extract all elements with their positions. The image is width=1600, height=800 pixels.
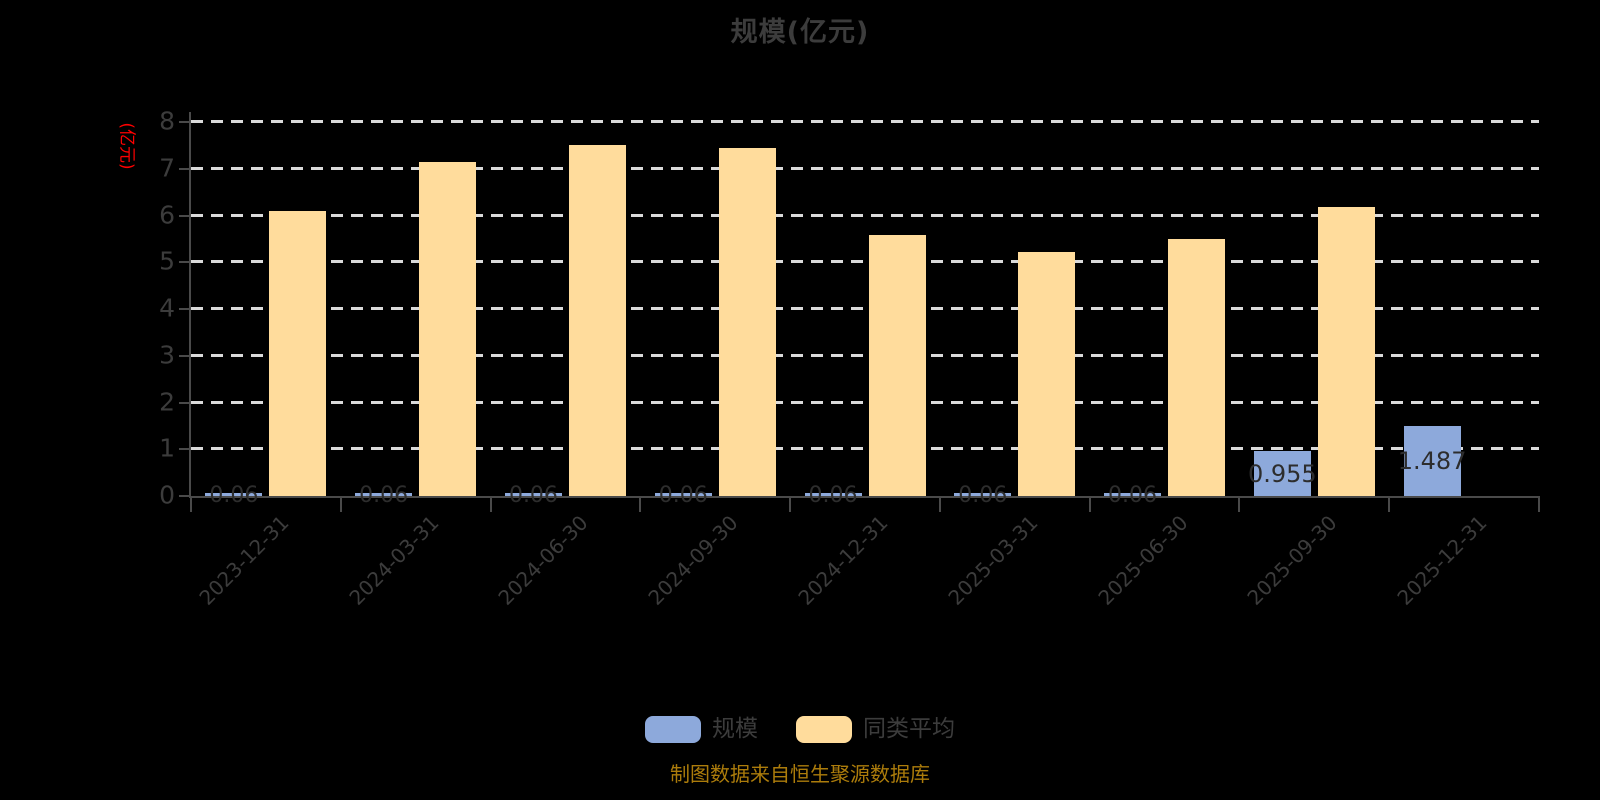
bar-value-label: 1.487 (1397, 447, 1467, 476)
x-axis-tick (938, 496, 941, 512)
gridline (191, 447, 1539, 451)
gridline (191, 120, 1539, 123)
bar (1253, 451, 1311, 496)
bar (568, 144, 626, 496)
y-axis-tick (179, 121, 189, 123)
gridline (191, 213, 1539, 217)
x-axis-tick (339, 496, 342, 512)
y-axis-tick (179, 261, 189, 264)
bar-value-label: 0.06 (658, 483, 708, 508)
x-axis-tick (489, 496, 492, 512)
bar-value-label: 0.06 (958, 483, 1008, 508)
bar (269, 210, 327, 496)
y-axis-tick-label: 4 (159, 293, 175, 323)
bar-value-label: 0.06 (1108, 483, 1158, 508)
chart-title: 规模(亿元) (730, 17, 870, 48)
bar (419, 162, 477, 496)
x-axis-tick-label: 2024-09-30 (643, 510, 743, 610)
x-axis-tick (1238, 496, 1241, 512)
y-axis-tick (179, 354, 189, 357)
x-axis-tick (1388, 496, 1391, 512)
bar (868, 235, 926, 496)
y-axis-tick-label: 6 (159, 200, 175, 229)
legend: 规模 同类平均 (0, 716, 1600, 743)
data-source-note: 制图数据来自恒生聚源数据库 (670, 762, 930, 786)
y-axis-tick-label: 3 (159, 340, 175, 370)
bar-value-label: 0.955 (1247, 459, 1317, 488)
x-axis-tick (1538, 496, 1540, 512)
bar (1018, 251, 1076, 496)
y-axis-tick-label: 1 (159, 433, 175, 463)
bar (1104, 493, 1162, 496)
x-axis-tick-label: 2023-12-31 (194, 510, 294, 610)
y-axis-tick-label: 0 (159, 480, 175, 510)
y-axis-tick (179, 167, 189, 170)
bar (355, 493, 413, 496)
x-axis-tick (789, 496, 792, 512)
bar (1317, 207, 1375, 496)
y-axis-tick (179, 401, 189, 404)
x-axis-tick (1088, 496, 1091, 512)
bar (718, 148, 776, 496)
x-axis-tick (190, 496, 192, 512)
y-axis-tick (179, 495, 189, 497)
bar-value-label: 0.06 (209, 483, 259, 508)
y-axis-tick-label: 8 (159, 106, 175, 136)
bar-value-label: 0.06 (808, 483, 858, 508)
legend-item-1[interactable]: 同类平均 (796, 716, 955, 743)
x-axis-tick-label: 2024-12-31 (793, 510, 893, 610)
gridline (191, 260, 1539, 264)
x-axis-tick-label: 2025-03-31 (943, 510, 1043, 610)
y-axis-tick-label: 7 (159, 153, 175, 183)
legend-label: 同类平均 (863, 716, 955, 742)
bar-value-label: 0.06 (508, 483, 558, 508)
y-axis-tick (179, 448, 189, 451)
gridline (191, 353, 1539, 357)
bar (1403, 426, 1461, 496)
bar (504, 493, 562, 496)
x-axis-tick-label: 2024-06-30 (493, 510, 593, 610)
legend-item-0[interactable]: 规模 (645, 716, 758, 743)
y-axis-tick-label: 2 (159, 387, 175, 416)
bar (954, 493, 1012, 496)
bar (1168, 239, 1226, 496)
bar (654, 493, 712, 496)
y-axis-tick-label: 5 (159, 246, 175, 276)
gridline (191, 166, 1539, 170)
x-axis-tick (639, 496, 642, 512)
y-axis-tick (179, 214, 189, 217)
bar-value-label: 0.06 (359, 483, 409, 508)
x-axis-tick-label: 2025-12-31 (1392, 510, 1492, 610)
x-axis-tick-label: 2024-03-31 (344, 510, 444, 610)
legend-label: 规模 (712, 716, 758, 742)
gridline (191, 400, 1539, 404)
bar (804, 493, 862, 496)
x-axis-tick-label: 2025-06-30 (1092, 510, 1193, 610)
y-axis-tick (179, 308, 189, 310)
legend-swatch (645, 716, 701, 743)
bar (205, 493, 263, 496)
legend-swatch (796, 716, 852, 743)
plot-area: 0.06 0.06 0.06 0.06 0.06 0.06 0.06 0.955 1.487 (179, 112, 1540, 512)
gridline (191, 307, 1539, 310)
x-axis-tick-label: 2025-09-30 (1242, 510, 1342, 610)
